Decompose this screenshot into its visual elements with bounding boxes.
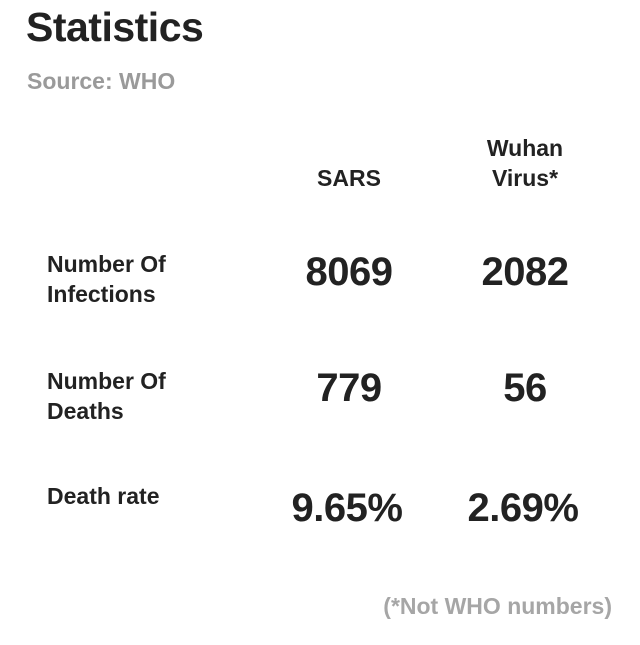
cell-sars-death-rate: 9.65% (291, 486, 403, 530)
page-title: Statistics (26, 4, 204, 50)
cell-sars-deaths: 779 (316, 366, 382, 410)
cell-wuhan-infections: 2082 (481, 250, 569, 294)
footnote: (*Not WHO numbers) (383, 593, 612, 619)
cell-wuhan-deaths: 56 (503, 366, 547, 410)
source-label: Source: WHO (27, 68, 176, 94)
row-label-deaths: Number Of Deaths (47, 366, 247, 426)
row-label-line: Deaths (47, 398, 124, 424)
row-label-line: Number Of (47, 251, 166, 277)
row-label-line: Number Of (47, 368, 166, 394)
row-label-line: Infections (47, 281, 156, 307)
row-label-line: Death rate (47, 483, 160, 509)
row-label-death-rate: Death rate (47, 481, 247, 511)
cell-sars-infections: 8069 (305, 250, 393, 294)
row-label-infections: Number Of Infections (47, 249, 247, 309)
column-header-wuhan-text: Wuhan Virus* (486, 135, 564, 191)
column-header-sars: SARS (317, 165, 381, 191)
cell-wuhan-death-rate: 2.69% (467, 486, 579, 530)
column-header-wuhan: Wuhan Virus* (455, 133, 595, 193)
